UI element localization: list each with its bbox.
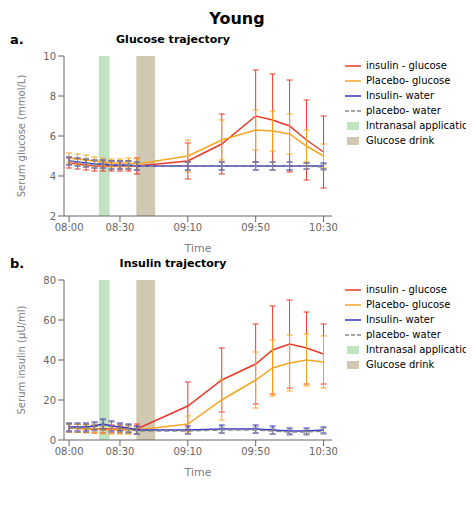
svg-text:Time: Time [184,242,212,255]
html-text:insulin - glucose: insulin - glucose [366,60,447,71]
svg-text:2: 2 [50,211,56,222]
html-text:Intranasal application: Intranasal application [366,344,474,355]
html-text:Glucose drink: Glucose drink [366,359,435,370]
svg-text:60: 60 [43,315,56,326]
svg-text:08:30: 08:30 [106,446,135,457]
html-text:placebo- water: placebo- water [366,329,441,340]
svg-text:40: 40 [43,355,56,366]
html-text:insulin - glucose: insulin - glucose [366,284,447,295]
html-text:Insulin- water: Insulin- water [366,314,434,325]
svg-text:Serum glucose (mmol/L): Serum glucose (mmol/L) [16,75,27,198]
svg-text:08:00: 08:00 [55,446,84,457]
svg-text:09:10: 09:10 [173,222,202,233]
html-text:Placebo- glucose: Placebo- glucose [366,75,451,86]
svg-text:80: 80 [43,275,56,286]
html-text:Glucose trajectory: Glucose trajectory [116,33,230,46]
html-text:Insulin- water: Insulin- water [366,90,434,101]
svg-text:8: 8 [50,91,56,102]
html-text:Glucose drink: Glucose drink [366,135,435,146]
svg-text:0: 0 [50,435,56,446]
html-text:placebo- water: placebo- water [366,105,441,116]
svg-text:09:10: 09:10 [173,446,202,457]
svg-text:10:30: 10:30 [309,446,338,457]
svg-text:6: 6 [50,131,56,142]
svg-text:10: 10 [43,51,56,62]
html-text:a.: a. [10,32,24,47]
svg-text:Serum insulin (μU/ml): Serum insulin (μU/ml) [16,305,27,414]
svg-text:08:30: 08:30 [106,222,135,233]
svg-text:20: 20 [43,395,56,406]
svg-text:08:00: 08:00 [55,222,84,233]
svg-text:Time: Time [184,466,212,479]
svg-text:09:50: 09:50 [241,446,270,457]
svg-text:4: 4 [50,171,56,182]
svg-text:09:50: 09:50 [241,222,270,233]
html-text:b.: b. [10,256,25,271]
html-text:Young: Young [209,9,265,28]
html-text:Insulin trajectory: Insulin trajectory [119,257,227,270]
html-text:Intranasal application: Intranasal application [366,120,474,131]
html-text:Placebo- glucose: Placebo- glucose [366,299,451,310]
svg-text:10:30: 10:30 [309,222,338,233]
